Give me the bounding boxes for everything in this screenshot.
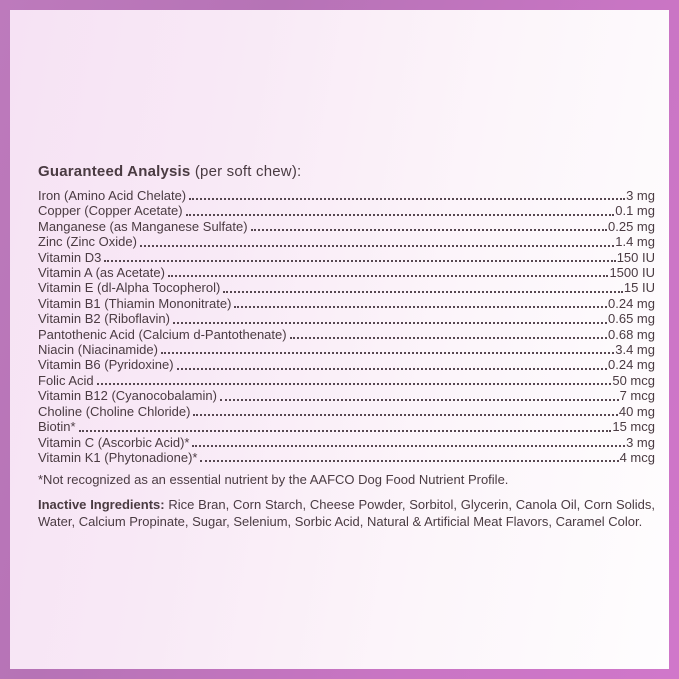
nutrient-value: 4 mcg <box>619 449 655 465</box>
nutrient-row: Pantothenic Acid (Calcium d-Pantothenate… <box>38 327 655 342</box>
inactive-ingredients-text: Rice Bran, Corn Starch, Cheese Powder, S… <box>38 497 656 529</box>
dot-leader <box>192 444 626 447</box>
nutrient-row: Vitamin K1 (Phytonadione)* 4 mcg <box>38 450 655 465</box>
nutrient-value: 0.24 mg <box>608 357 655 373</box>
nutrient-row: Vitamin B1 (Thiamin Mononitrate) 0.24 mg <box>38 296 655 311</box>
nutrient-row: Vitamin B2 (Riboflavin) 0.65 mg <box>38 311 655 326</box>
nutrient-name: Pantothenic Acid (Calcium d-Pantothenate… <box>38 326 287 342</box>
nutrient-name: Vitamin B12 (Cyanocobalamin) <box>38 388 217 404</box>
label-panel: Guaranteed Analysis (per soft chew): Iro… <box>10 10 669 669</box>
guaranteed-analysis-heading: Guaranteed Analysis (per soft chew): <box>38 162 655 181</box>
nutrient-value: 3 mg <box>626 434 655 450</box>
dot-leader <box>96 383 612 386</box>
nutrient-table: Iron (Amino Acid Chelate) 3 mg Copper (C… <box>38 188 655 465</box>
nutrient-row: Vitamin C (Ascorbic Acid)* 3 mg <box>38 435 655 450</box>
nutrient-value: 150 IU <box>616 249 655 265</box>
dot-leader <box>167 275 609 278</box>
dot-leader <box>172 321 608 324</box>
dot-leader <box>250 229 608 232</box>
nutrient-row: Choline (Choline Chloride) 40 mg <box>38 404 655 419</box>
nutrient-name: Iron (Amino Acid Chelate) <box>38 188 187 203</box>
nutrient-value: 0.68 mg <box>608 326 655 342</box>
nutrient-name: Vitamin D3 <box>38 249 102 265</box>
nutrient-value: 1500 IU <box>609 265 655 281</box>
nutrient-row: Copper (Copper Acetate) 0.1 mg <box>38 203 655 218</box>
inactive-ingredients: Inactive Ingredients: Rice Bran, Corn St… <box>38 497 655 530</box>
dot-leader <box>160 352 615 355</box>
nutrient-value: 0.1 mg <box>615 203 655 219</box>
nutrient-name: Manganese (as Manganese Sulfate) <box>38 218 248 234</box>
dot-leader <box>200 460 619 463</box>
nutrient-row: Iron (Amino Acid Chelate) 3 mg <box>38 188 655 203</box>
dot-leader <box>234 306 608 309</box>
dot-leader <box>219 398 619 401</box>
nutrient-value: 0.24 mg <box>608 295 655 311</box>
nutrient-value: 7 mcg <box>619 388 655 404</box>
dot-leader <box>139 244 615 247</box>
dot-leader <box>78 429 612 432</box>
nutrient-value: 50 mcg <box>612 372 655 388</box>
nutrient-name: Copper (Copper Acetate) <box>38 203 183 219</box>
nutrient-row: Biotin* 15 mcg <box>38 419 655 434</box>
nutrient-name: Choline (Choline Chloride) <box>38 403 191 419</box>
dot-leader <box>185 213 615 216</box>
nutrient-row: Manganese (as Manganese Sulfate) 0.25 mg <box>38 219 655 234</box>
nutrient-row: Vitamin B6 (Pyridoxine) 0.24 mg <box>38 357 655 372</box>
nutrient-row: Niacin (Niacinamide) 3.4 mg <box>38 342 655 357</box>
nutrient-row: Zinc (Zinc Oxide) 1.4 mg <box>38 234 655 249</box>
nutrient-row: Vitamin D3 150 IU <box>38 250 655 265</box>
nutrient-name: Vitamin K1 (Phytonadione)* <box>38 449 198 465</box>
dot-leader <box>189 198 626 201</box>
nutrient-value: 15 mcg <box>612 419 655 435</box>
nutrient-name: Vitamin B6 (Pyridoxine) <box>38 357 174 373</box>
nutrient-value: 1.4 mg <box>615 234 655 250</box>
nutrient-name: Zinc (Zinc Oxide) <box>38 234 137 250</box>
nutrient-row: Folic Acid 50 mcg <box>38 373 655 388</box>
dot-leader <box>176 367 608 370</box>
nutrient-name: Vitamin A (as Acetate) <box>38 265 165 281</box>
nutrient-row: Vitamin B12 (Cyanocobalamin) 7 mcg <box>38 388 655 403</box>
nutrient-value: 40 mg <box>618 403 655 419</box>
nutrient-name: Vitamin E (dl-Alpha Tocopherol) <box>38 280 221 296</box>
dot-leader <box>193 414 618 417</box>
dot-leader <box>104 260 616 263</box>
nutrient-name: Folic Acid <box>38 372 94 388</box>
nutrient-value: 0.65 mg <box>608 311 655 327</box>
nutrient-value: 3 mg <box>626 188 655 203</box>
nutrient-value: 15 IU <box>623 280 655 296</box>
nutrient-row: Vitamin E (dl-Alpha Tocopherol) 15 IU <box>38 280 655 295</box>
nutrient-name: Niacin (Niacinamide) <box>38 342 158 358</box>
nutrient-row: Vitamin A (as Acetate) 1500 IU <box>38 265 655 280</box>
nutrient-name: Vitamin B2 (Riboflavin) <box>38 311 170 327</box>
inactive-ingredients-label: Inactive Ingredients: <box>38 497 165 513</box>
dot-leader <box>289 337 608 340</box>
nutrient-value: 0.25 mg <box>608 218 655 234</box>
nutrient-name: Vitamin B1 (Thiamin Mononitrate) <box>38 295 232 311</box>
nutrient-value: 3.4 mg <box>615 342 655 358</box>
heading-suffix: (per soft chew): <box>190 163 302 180</box>
aafco-footnote: *Not recognized as an essential nutrient… <box>38 472 509 488</box>
nutrient-name: Vitamin C (Ascorbic Acid)* <box>38 434 190 450</box>
heading-title: Guaranteed Analysis <box>38 163 191 180</box>
dot-leader <box>223 290 623 293</box>
nutrient-name: Biotin* <box>38 419 76 435</box>
